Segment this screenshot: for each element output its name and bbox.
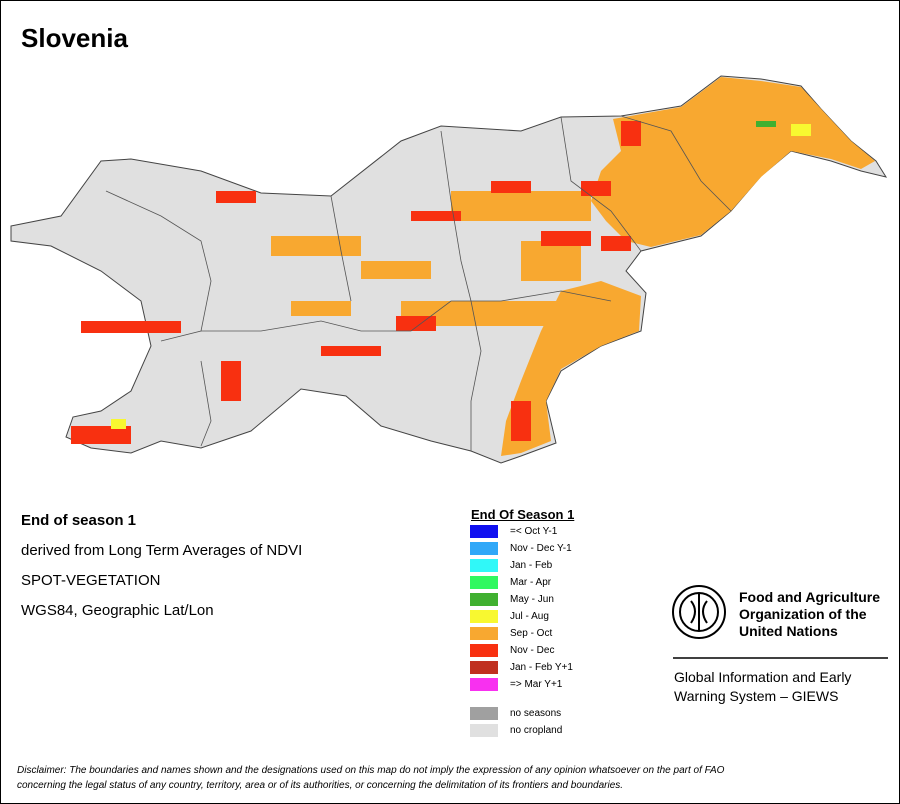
system-name: Global Information and Early	[674, 669, 852, 685]
cropland-jul-aug	[111, 419, 126, 429]
legend-title: End Of Season 1	[471, 507, 575, 522]
legend-label: May - Jun	[510, 594, 554, 605]
legend-swatch	[470, 593, 498, 606]
legend-label: => Mar Y+1	[510, 679, 563, 690]
legend-swatch	[470, 644, 498, 657]
info-line: WGS84, Geographic Lat/Lon	[21, 602, 214, 619]
map-title: Slovenia	[21, 23, 128, 53]
fao-logo	[672, 585, 726, 639]
legend-swatch	[470, 559, 498, 572]
org-name: Food and Agriculture	[739, 589, 881, 605]
cropland-patches	[271, 191, 591, 326]
legend-swatch	[470, 576, 498, 589]
info-line: SPOT-VEGETATION	[21, 572, 161, 589]
legend-swatch	[470, 678, 498, 691]
cropland-sep-oct	[501, 281, 641, 456]
legend-label: Mar - Apr	[510, 577, 552, 588]
org-name: United Nations	[739, 623, 838, 639]
legend-swatch	[470, 724, 498, 737]
info-line: derived from Long Term Averages of NDVI	[21, 542, 303, 559]
legend-swatch	[470, 610, 498, 623]
system-name: Warning System – GIEWS	[674, 688, 839, 704]
legend-label: no seasons	[510, 708, 562, 719]
legend-label: =< Oct Y-1	[510, 526, 558, 537]
legend-label: no cropland	[510, 725, 563, 736]
cropland-sep-oct	[591, 77, 875, 247]
cropland-may-jun	[756, 121, 776, 127]
legend-label: Sep - Oct	[510, 628, 553, 639]
legend-label: Jan - Feb Y+1	[510, 662, 573, 673]
region-boundaries	[105, 115, 732, 451]
legend-swatch	[470, 525, 498, 538]
cropland-jul-aug	[791, 124, 811, 136]
legend-label: Nov - Dec Y-1	[510, 543, 572, 554]
legend-swatch	[470, 627, 498, 640]
disclaimer: concerning the legal status of any count…	[17, 780, 624, 791]
cropland-nov-dec	[71, 121, 641, 444]
legend-swatch	[470, 707, 498, 720]
legend-label: Jul - Aug	[510, 611, 549, 622]
legend-label: Nov - Dec	[510, 645, 555, 656]
info-heading: End of season 1	[21, 512, 137, 529]
legend-swatch	[470, 661, 498, 674]
org-name: Organization of the	[739, 606, 867, 622]
legend-swatch	[470, 542, 498, 555]
disclaimer: Disclaimer: The boundaries and names sho…	[17, 765, 725, 776]
legend-label: Jan - Feb	[510, 560, 553, 571]
